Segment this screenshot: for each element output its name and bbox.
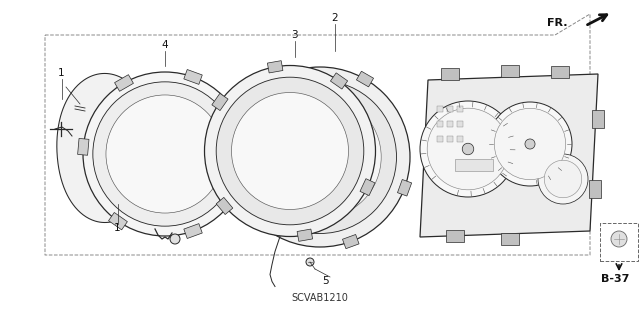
Polygon shape	[115, 75, 133, 91]
Bar	[447, 106, 453, 112]
Polygon shape	[342, 234, 359, 249]
Circle shape	[420, 101, 516, 197]
Polygon shape	[551, 66, 569, 78]
Text: 1: 1	[58, 68, 65, 78]
Bar	[437, 136, 443, 142]
Polygon shape	[441, 68, 459, 80]
Text: 3: 3	[291, 30, 298, 40]
Polygon shape	[268, 61, 283, 73]
Circle shape	[83, 72, 247, 236]
Polygon shape	[356, 71, 374, 87]
Polygon shape	[109, 212, 127, 230]
Circle shape	[243, 80, 397, 234]
Polygon shape	[330, 73, 348, 89]
Text: 4: 4	[161, 40, 168, 50]
Bar	[437, 121, 443, 127]
Circle shape	[170, 234, 180, 244]
Circle shape	[106, 95, 224, 213]
Bar	[455, 159, 493, 171]
Polygon shape	[297, 229, 312, 241]
Polygon shape	[281, 65, 298, 79]
Circle shape	[93, 82, 237, 226]
Circle shape	[538, 154, 588, 204]
Circle shape	[230, 67, 410, 247]
Polygon shape	[212, 93, 228, 111]
Circle shape	[259, 96, 381, 218]
Polygon shape	[216, 197, 233, 215]
Polygon shape	[235, 173, 250, 191]
Text: 1: 1	[114, 223, 120, 233]
Circle shape	[494, 108, 566, 180]
Polygon shape	[77, 138, 89, 155]
Bar	[457, 121, 463, 127]
Circle shape	[544, 160, 582, 198]
Text: B-37: B-37	[601, 274, 629, 284]
Circle shape	[428, 108, 509, 190]
Circle shape	[306, 258, 314, 266]
Bar	[447, 121, 453, 127]
Polygon shape	[360, 179, 375, 196]
Text: SCVAB1210: SCVAB1210	[292, 293, 348, 303]
Circle shape	[488, 102, 572, 186]
Bar	[437, 106, 443, 112]
Bar	[600, 223, 638, 261]
Circle shape	[216, 77, 364, 225]
Polygon shape	[501, 233, 519, 245]
Circle shape	[462, 143, 474, 155]
Bar	[447, 136, 453, 142]
Bar	[457, 106, 463, 112]
Polygon shape	[184, 224, 202, 239]
Circle shape	[205, 65, 376, 236]
Polygon shape	[592, 110, 604, 128]
Text: 2: 2	[331, 13, 338, 23]
Polygon shape	[501, 65, 519, 77]
Text: FR.: FR.	[547, 18, 568, 28]
Bar	[457, 136, 463, 142]
Polygon shape	[397, 180, 412, 196]
Circle shape	[232, 93, 349, 210]
Polygon shape	[589, 180, 601, 198]
Polygon shape	[446, 230, 464, 242]
Text: 5: 5	[322, 276, 328, 286]
Polygon shape	[420, 74, 598, 237]
Polygon shape	[57, 73, 155, 223]
Polygon shape	[184, 70, 202, 85]
Circle shape	[611, 231, 627, 247]
Circle shape	[525, 139, 535, 149]
